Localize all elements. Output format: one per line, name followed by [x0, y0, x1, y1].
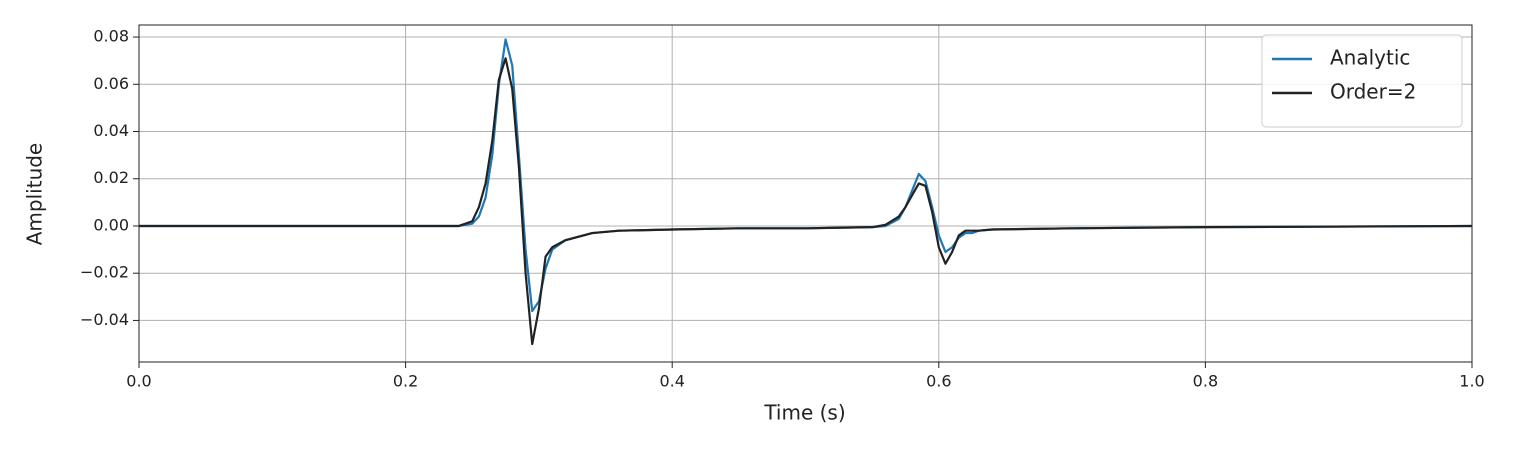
plot-frame — [138, 24, 1473, 363]
y-tick-label: −0.04 — [80, 310, 129, 329]
y-tick-label: −0.02 — [80, 263, 129, 282]
legend-label: Analytic — [1330, 46, 1410, 70]
x-tick-label: 1.0 — [1459, 372, 1484, 391]
y-tick-label: 0.06 — [93, 74, 129, 93]
x-tick-label: 0.2 — [393, 372, 418, 391]
legend-label: Order=2 — [1330, 80, 1416, 104]
y-tick-label: 0.04 — [93, 121, 129, 140]
x-tick-label: 0.4 — [659, 372, 684, 391]
series-line — [139, 57, 1473, 346]
x-tick-label: 0.8 — [1193, 372, 1218, 391]
y-tick-label: 0.02 — [93, 168, 129, 187]
y-tick-label: 0.00 — [93, 215, 129, 234]
y-tick-label: 0.08 — [93, 27, 129, 46]
x-tick-label: 0.0 — [126, 372, 151, 391]
y-axis-label: Amplitude — [23, 143, 47, 246]
x-tick-label: 0.6 — [926, 372, 951, 391]
x-axis-label: Time (s) — [763, 401, 845, 425]
